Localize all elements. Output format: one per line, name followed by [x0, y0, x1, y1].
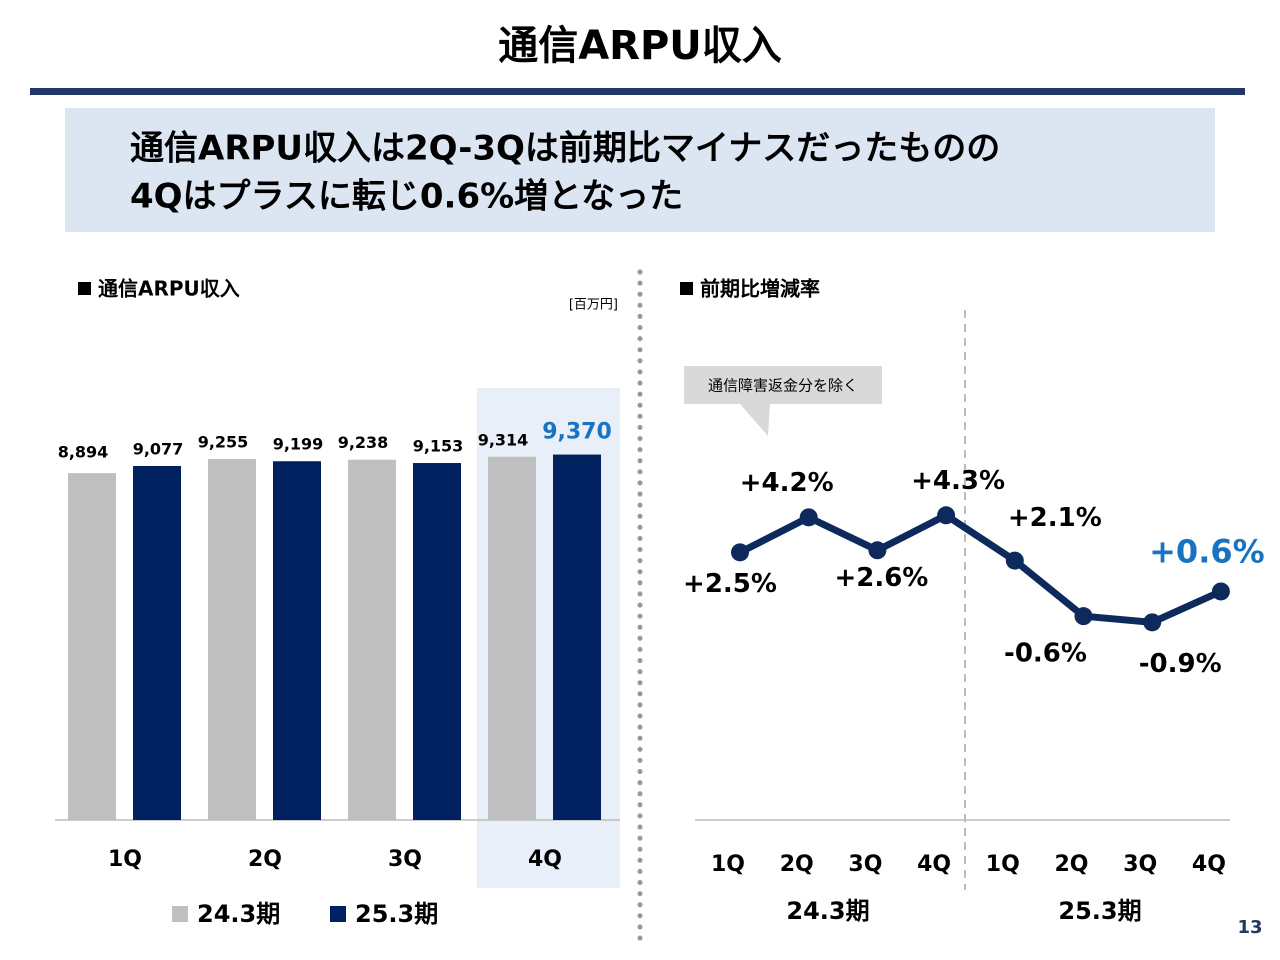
point	[731, 543, 749, 562]
point	[1074, 607, 1093, 626]
value-label: 8,894	[58, 443, 109, 462]
point	[1143, 613, 1162, 632]
point	[799, 508, 818, 527]
headline-box	[65, 108, 1215, 232]
chart-title: 前期比増減率	[700, 277, 820, 301]
x-tick-label: 3Q	[848, 852, 882, 877]
legend-swatch	[330, 906, 346, 922]
callout	[684, 366, 882, 436]
value-label: -0.9%	[1139, 649, 1222, 679]
value-label: 9,255	[198, 433, 249, 452]
point	[937, 506, 956, 525]
value-label: +4.2%	[740, 468, 834, 498]
value-label: +2.1%	[1008, 503, 1102, 533]
chart-title: 通信ARPU収入	[98, 277, 240, 301]
value-label: +2.6%	[834, 563, 928, 593]
annotation: 通信障害返金分を除く	[708, 377, 858, 395]
x-tick-label: 4Q	[917, 852, 951, 877]
point	[868, 541, 887, 560]
bullet	[680, 282, 693, 295]
x-tick-label: 2Q	[248, 847, 282, 872]
unit-label: [百万円]	[569, 298, 618, 313]
group-label: 25.3期	[1058, 897, 1141, 925]
slide-title: 通信ARPU収入	[498, 23, 782, 69]
x-tick-label: 2Q	[1054, 852, 1088, 877]
bar	[68, 473, 116, 820]
headline-line: 通信ARPU収入は2Q-3Qは前期比マイナスだったものの	[130, 129, 1000, 169]
value-label: 9,153	[413, 437, 464, 456]
group-label: 24.3期	[786, 897, 869, 925]
headline-line: 4Qはプラスに転じ0.6%増となった	[130, 177, 683, 217]
title-rule	[30, 88, 1245, 95]
value-label: +4.3%	[911, 466, 1005, 496]
line	[738, 511, 1223, 626]
legend-swatch	[172, 906, 188, 922]
bar	[273, 461, 321, 820]
x-tick-label: 3Q	[388, 847, 422, 872]
value-label: 9,199	[273, 435, 324, 454]
value-label: 9,314	[478, 430, 529, 449]
bar	[208, 459, 256, 820]
bullet	[78, 282, 91, 295]
bar	[553, 454, 601, 820]
bar	[488, 456, 536, 820]
legend-label: 24.3期	[197, 900, 280, 928]
x-tick-label: 4Q	[1192, 852, 1226, 877]
bar	[413, 463, 461, 820]
bar	[348, 459, 396, 820]
value-label: -0.6%	[1004, 639, 1087, 669]
x-tick-label: 3Q	[1123, 852, 1157, 877]
value-label: +2.5%	[683, 569, 777, 599]
value-label: 9,370	[542, 420, 612, 445]
value-label: 9,077	[133, 439, 184, 458]
x-tick-label: 1Q	[986, 852, 1020, 877]
x-tick-label: 4Q	[528, 847, 562, 872]
x-tick-label: 1Q	[711, 852, 745, 877]
x-tick-label: 2Q	[780, 852, 814, 877]
x-tick-label: 1Q	[108, 847, 142, 872]
point	[1211, 582, 1230, 601]
point	[1005, 551, 1024, 570]
bar	[133, 465, 181, 820]
value-label: +0.6%	[1149, 532, 1265, 570]
page-number: 13	[1237, 917, 1262, 938]
legend-label: 25.3期	[355, 900, 438, 928]
value-label: 9,238	[338, 433, 389, 452]
